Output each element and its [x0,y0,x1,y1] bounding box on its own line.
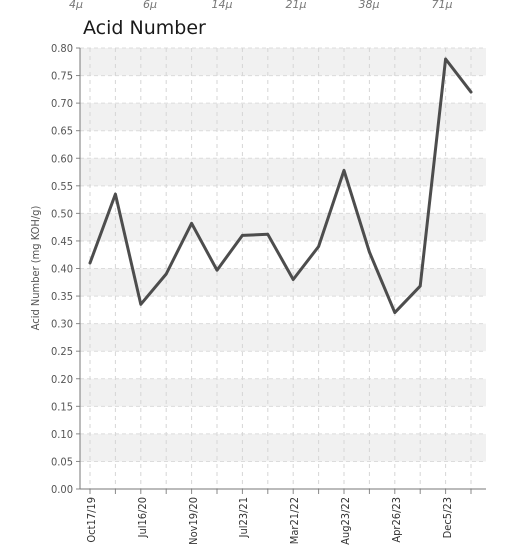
x-tick-label: Aug23/22 [339,497,352,545]
grid-band [80,213,486,241]
data-point [469,90,473,94]
top-strip-label: 38μ [359,0,380,11]
grid-band [80,158,486,186]
top-strip-label: 14μ [212,0,233,11]
y-tick-label: 0.40 [51,263,73,276]
y-tick-label: 0.70 [51,97,73,110]
x-tick-label: Jul23/21 [237,497,250,538]
series-line [88,57,473,315]
data-point [139,303,142,306]
y-tick-label: 0.15 [51,400,73,413]
data-point [444,57,447,61]
data-point [165,272,168,276]
x-tick-label: Dec5/23 [441,497,454,538]
data-point [190,222,193,225]
y-tick-label: 0.35 [51,290,73,303]
data-point [241,234,244,237]
x-tick-label: Mar21/22 [288,497,301,544]
y-axis-label: Acid Number (mg KOH/g) [29,206,42,331]
y-tick-label: 0.55 [51,180,73,193]
grid-bands [80,48,486,462]
y-tick-label: 0.75 [51,70,73,83]
y-tick-label: 0.45 [51,235,73,248]
data-point [114,192,117,196]
top-strip-label: 21μ [286,0,307,11]
x-tick-labels: Oct17/19 Jul16/20 Nov19/20 Jul23/21 Mar21/22… [85,497,454,545]
y-tick-label: 0.80 [51,42,73,55]
x-tick-label: Nov19/20 [187,497,200,545]
y-tick-label: 0.05 [51,455,73,468]
x-tick-label: Jul16/20 [136,497,149,538]
y-tick-label: 0.00 [51,483,73,496]
y-tick-label: 0.50 [51,207,73,220]
axes [76,47,486,494]
top-strip-label: 6μ [143,0,157,11]
y-tick-label: 0.65 [51,125,73,138]
grid-band [80,433,486,462]
series-layer [88,57,473,315]
x-tick-label: Apr26/23 [390,497,403,543]
data-point [292,278,295,281]
data-point [368,250,371,254]
y-tick-label: 0.25 [51,345,73,358]
grid-band [80,103,486,131]
y-tick-label: 0.30 [51,318,73,331]
grid-band [80,268,486,297]
top-strip-label: 4μ [69,0,83,11]
y-tick-label: 0.20 [51,373,73,386]
top-strip: 4μ 6μ 14μ 21μ 38μ 71μ [69,0,453,11]
data-point [342,169,346,172]
data-point [419,284,422,288]
data-point [317,245,320,248]
top-strip-label: 71μ [432,0,453,11]
y-tick-label: 0.60 [51,152,73,165]
y-tick-label: 0.10 [51,428,73,441]
data-point [88,261,92,265]
data-point [266,233,269,236]
grid-band [80,378,486,407]
data-point [215,269,219,272]
chart-title: Acid Number [83,17,206,39]
grid-band [80,323,486,352]
grid-band [80,48,486,76]
data-point [393,311,396,314]
y-tick-labels: 0.00 0.05 0.10 0.15 0.20 0.25 0.30 0.35 0.40 0.45… [51,42,73,496]
x-tick-label: Oct17/19 [85,497,98,543]
